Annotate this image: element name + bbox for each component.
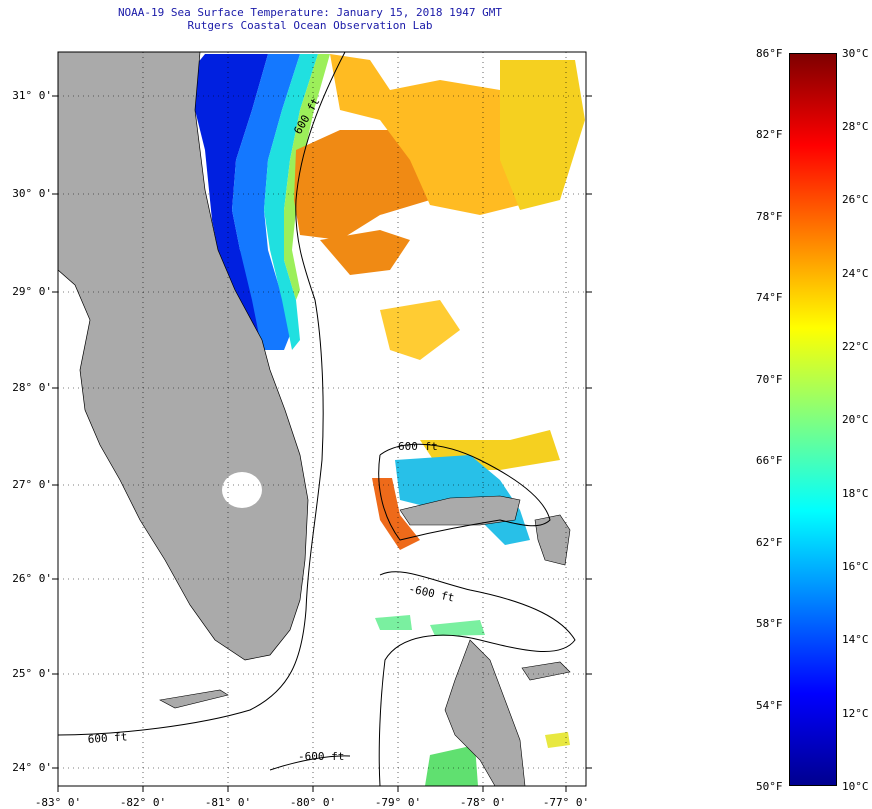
colorbar-f-label: 66°F [756,454,783,467]
colorbar-f-label: 62°F [756,536,783,549]
lon-tick-label: -78° 0' [460,796,506,809]
colorbar-c-label: 10°C [842,780,869,793]
lat-tick-label: 30° 0' [12,187,52,200]
sst-patch-green-south [375,615,412,630]
lat-tick-label: 27° 0' [12,478,52,491]
contour-600ft-tongue [378,571,576,786]
sst-patch-green-south-2 [430,620,485,636]
sst-patch-orange [294,130,430,240]
sst-patch-green [284,54,330,300]
colorbar-f-label: 58°F [756,617,783,630]
sst-patch-cold [192,54,275,355]
colorbar-f-label: 74°F [756,291,783,304]
contour-600ft-south [269,755,351,771]
colorbar-f-label: 82°F [756,128,783,141]
new-providence [521,661,571,681]
contour-600ft-bahamas [378,443,551,541]
lon-tick-label: -77° 0' [543,796,589,809]
contour-600ft-florida [58,52,346,736]
colorbar-c-label: 22°C [842,340,869,353]
colorbar-c-label: 20°C [842,413,869,426]
colorbar-c-label: 26°C [842,193,869,206]
florida-keys [159,689,229,709]
map-title: NOAA-19 Sea Surface Temperature: January… [117,6,503,19]
lat-tick-label: 28° 0' [12,381,52,394]
colorbar-c-label: 12°C [842,707,869,720]
sst-patch-warm-east [500,60,585,210]
sst-patch-speckle-2 [380,300,460,360]
colorbar-c-label: 28°C [842,120,869,133]
contour-label-tongue: -600 ft [407,582,455,604]
colorbar-f-label: 86°F [756,47,783,60]
lon-tick-label: -83° 0' [35,796,81,809]
colorbar-c-label: 14°C [842,633,869,646]
lat-tick-label: 31° 0' [12,89,52,102]
sst-patch-bahamas-orange [372,478,420,550]
map-subtitle: Rutgers Coastal Ocean Observation Lab [187,19,433,32]
sst-patch-speckle-1 [320,230,410,275]
lake-okeechobee [222,472,262,508]
colorbar-c-label: 30°C [842,47,869,60]
florida-land [58,52,309,661]
colorbar-c-label: 18°C [842,487,869,500]
sst-patch-yellow-keys [545,732,570,748]
colorbar-c-label: 16°C [842,560,869,573]
lat-tick-label: 26° 0' [12,572,52,585]
andros [444,639,526,786]
contour-label-bahamas: 600 ft [398,440,438,453]
lon-tick-label: -82° 0' [120,796,166,809]
colorbar-c-label: 24°C [842,267,869,280]
colorbar-f-label: 78°F [756,210,783,223]
axis-ticks [52,95,592,792]
lat-tick-label: 24° 0' [12,761,52,774]
sst-patch-blue [232,54,300,350]
colorbar-f-label: 54°F [756,699,783,712]
graticule [57,52,586,786]
sst-patch-green-keys [425,745,478,786]
colorbar-f-label: 70°F [756,373,783,386]
contour-label-west: 600 ft [87,730,128,746]
sst-data-layer [192,54,585,786]
lon-tick-label: -80° 0' [290,796,336,809]
grand-bahama [399,495,521,526]
abaco [534,514,571,566]
lon-tick-label: -79° 0' [375,796,421,809]
land-layer [58,52,571,786]
lat-tick-label: 25° 0' [12,667,52,680]
colorbar-f-label: 50°F [756,780,783,793]
contour-label-south: -600 ft [298,750,344,763]
temperature-colorbar [789,53,837,786]
sst-patch-cyan [264,54,318,350]
map-frame [57,51,587,787]
lon-tick-label: -81° 0' [205,796,251,809]
lat-tick-label: 29° 0' [12,285,52,298]
contour-lines [58,52,576,786]
